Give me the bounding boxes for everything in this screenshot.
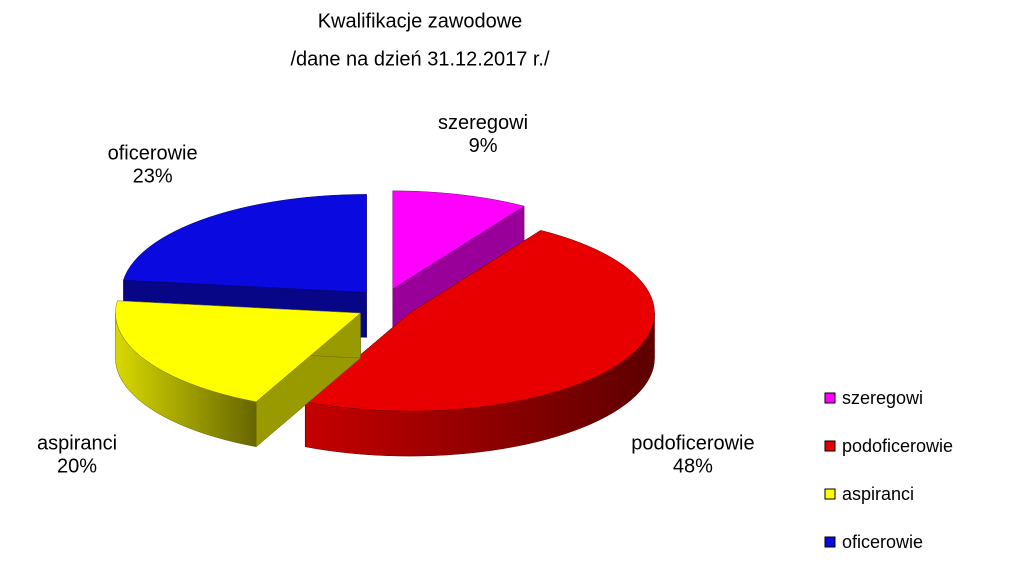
slice-top <box>392 190 525 290</box>
data-label-name: aspiranci <box>37 433 117 455</box>
legend-text: aspiranci <box>842 484 914 504</box>
legend-text: oficerowie <box>842 532 923 552</box>
slice-top <box>123 194 367 293</box>
data-label: 48% <box>673 456 713 478</box>
data-label-name: oficerowie <box>108 143 198 165</box>
legend-swatch <box>824 488 836 500</box>
legend-swatch <box>824 536 836 548</box>
data-label: 9% <box>469 135 498 157</box>
slice <box>392 190 525 335</box>
slice-top <box>115 300 362 403</box>
data-label-name: szeregowi <box>438 112 528 134</box>
slice-top <box>304 230 655 412</box>
legend-swatch <box>824 440 836 452</box>
slice <box>304 229 655 457</box>
chart-title: Kwalifikacje zawodowe <box>318 10 523 32</box>
legend-text: szeregowi <box>842 388 923 408</box>
slice <box>115 300 362 448</box>
data-label: 23% <box>133 166 173 188</box>
chart-subtitle: /dane na dzień 31.12.2017 r./ <box>290 48 550 70</box>
legend-text: podoficerowie <box>842 436 953 456</box>
data-label-name: podoficerowie <box>631 433 754 455</box>
data-label: 20% <box>57 456 97 478</box>
legend-swatch <box>824 392 836 404</box>
